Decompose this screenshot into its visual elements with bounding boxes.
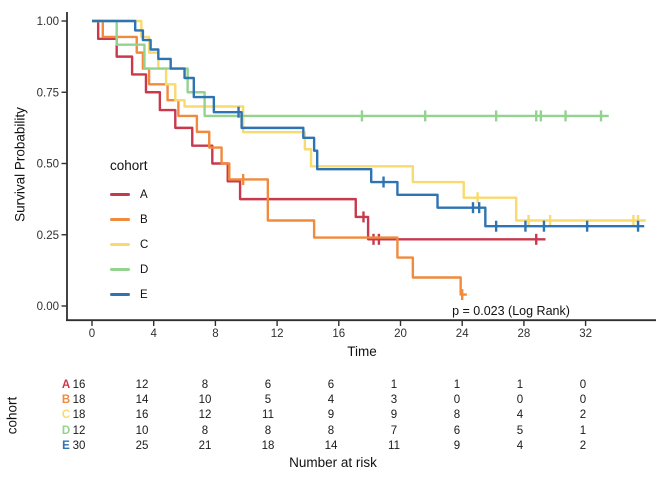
risk-count-C-t12: 11 — [262, 409, 274, 422]
x-tick-label: 12 — [271, 328, 284, 340]
risk-row-label-B: B — [61, 394, 71, 407]
risk-row-label-D: D — [61, 424, 71, 437]
p-value-annotation: p = 0.023 (Log Rank) — [452, 304, 570, 318]
legend-label-B: B — [140, 213, 148, 226]
risk-count-E-t24: 9 — [453, 439, 461, 452]
risk-count-C-t20: 9 — [390, 409, 398, 422]
x-tick-label: 8 — [212, 328, 218, 340]
legend-swatch-E — [110, 292, 130, 297]
legend-swatch-C — [110, 242, 130, 247]
risk-count-B-t12: 5 — [264, 394, 272, 407]
risk-count-A-t32: 0 — [579, 379, 587, 391]
x-tick-label: 20 — [394, 328, 407, 340]
x-tick-label: 4 — [150, 328, 157, 340]
risk-count-D-t32: 1 — [579, 424, 587, 437]
survival-curve-E — [92, 19, 645, 228]
risk-count-D-t8: 8 — [201, 424, 209, 437]
y-tick-label: 0.75 — [37, 87, 59, 99]
risk-row-label-E: E — [62, 439, 70, 452]
risk-table-cohort-label: cohort — [4, 396, 20, 435]
risk-count-B-t8: 10 — [198, 394, 212, 407]
risk-count-E-t20: 11 — [388, 439, 400, 452]
x-axis-title: Time — [347, 344, 377, 359]
risk-count-C-t0: 18 — [72, 409, 86, 422]
risk-count-B-t0: 18 — [72, 394, 86, 407]
risk-count-E-t12: 18 — [261, 439, 275, 452]
legend-item-B: B — [110, 207, 148, 232]
x-tick-label: 0 — [89, 328, 95, 340]
legend-label-E: E — [140, 288, 148, 301]
x-tick-label: 28 — [518, 328, 531, 340]
risk-count-A-t12: 6 — [264, 379, 272, 391]
risk-count-E-t4: 25 — [135, 439, 149, 452]
risk-count-D-t16: 8 — [327, 424, 335, 437]
legend-swatch-D — [110, 267, 130, 272]
risk-count-B-t16: 4 — [327, 394, 335, 407]
risk-count-D-t0: 12 — [72, 424, 86, 437]
y-tick-label: 0.25 — [37, 230, 59, 242]
x-tick-label: 32 — [579, 328, 592, 340]
risk-count-D-t28: 5 — [516, 424, 524, 437]
number-at-risk-label: Number at risk — [289, 455, 377, 470]
y-tick-label: 1.00 — [37, 16, 59, 28]
risk-count-C-t16: 9 — [327, 409, 335, 422]
risk-count-B-t20: 3 — [390, 394, 398, 407]
survival-curve-D — [92, 19, 609, 118]
y-axis-title: Survival Probability — [12, 107, 28, 222]
risk-count-E-t8: 21 — [198, 439, 212, 452]
legend-item-E: E — [110, 282, 148, 307]
legend-item-D: D — [110, 257, 148, 282]
risk-count-D-t20: 7 — [390, 424, 398, 437]
survival-curve-A — [92, 19, 546, 241]
legend-item-C: C — [110, 232, 148, 257]
risk-count-D-t12: 8 — [264, 424, 272, 437]
risk-count-A-t16: 6 — [327, 379, 335, 391]
risk-count-C-t8: 12 — [198, 409, 212, 422]
risk-count-B-t24: 0 — [453, 394, 461, 407]
risk-count-C-t28: 4 — [516, 409, 524, 422]
risk-count-E-t32: 2 — [579, 439, 587, 452]
legend-label-C: C — [140, 238, 149, 251]
legend-title: cohort — [110, 158, 148, 173]
legend-label-A: A — [140, 188, 148, 201]
risk-count-C-t24: 8 — [453, 409, 461, 422]
y-tick-label: 0.50 — [37, 159, 59, 171]
legend-item-A: A — [110, 182, 148, 207]
risk-count-C-t4: 16 — [135, 409, 149, 422]
risk-count-A-t8: 8 — [201, 379, 209, 391]
risk-count-A-t0: 16 — [72, 379, 86, 391]
risk-count-A-t4: 12 — [135, 379, 149, 391]
risk-count-E-t16: 14 — [324, 439, 338, 452]
x-tick-label: 16 — [332, 328, 345, 340]
legend-swatch-A — [110, 192, 130, 197]
risk-count-D-t4: 10 — [135, 424, 149, 437]
x-tick-label: 24 — [456, 328, 469, 340]
risk-count-E-t0: 30 — [72, 439, 86, 452]
risk-count-A-t20: 1 — [390, 379, 398, 391]
legend-swatch-B — [110, 217, 130, 222]
risk-row-label-A: A — [61, 379, 71, 391]
risk-count-B-t4: 14 — [135, 394, 149, 407]
survival-curve-B — [92, 19, 467, 296]
risk-count-A-t28: 1 — [516, 379, 524, 391]
risk-count-E-t28: 4 — [516, 439, 524, 452]
legend-label-D: D — [140, 263, 149, 276]
risk-count-C-t32: 2 — [579, 409, 587, 422]
risk-count-B-t32: 0 — [579, 394, 587, 407]
risk-count-B-t28: 0 — [516, 394, 524, 407]
risk-count-A-t24: 1 — [453, 379, 461, 391]
y-tick-label: 0.00 — [37, 301, 59, 313]
risk-count-D-t24: 6 — [453, 424, 461, 437]
risk-row-label-C: C — [61, 409, 71, 422]
